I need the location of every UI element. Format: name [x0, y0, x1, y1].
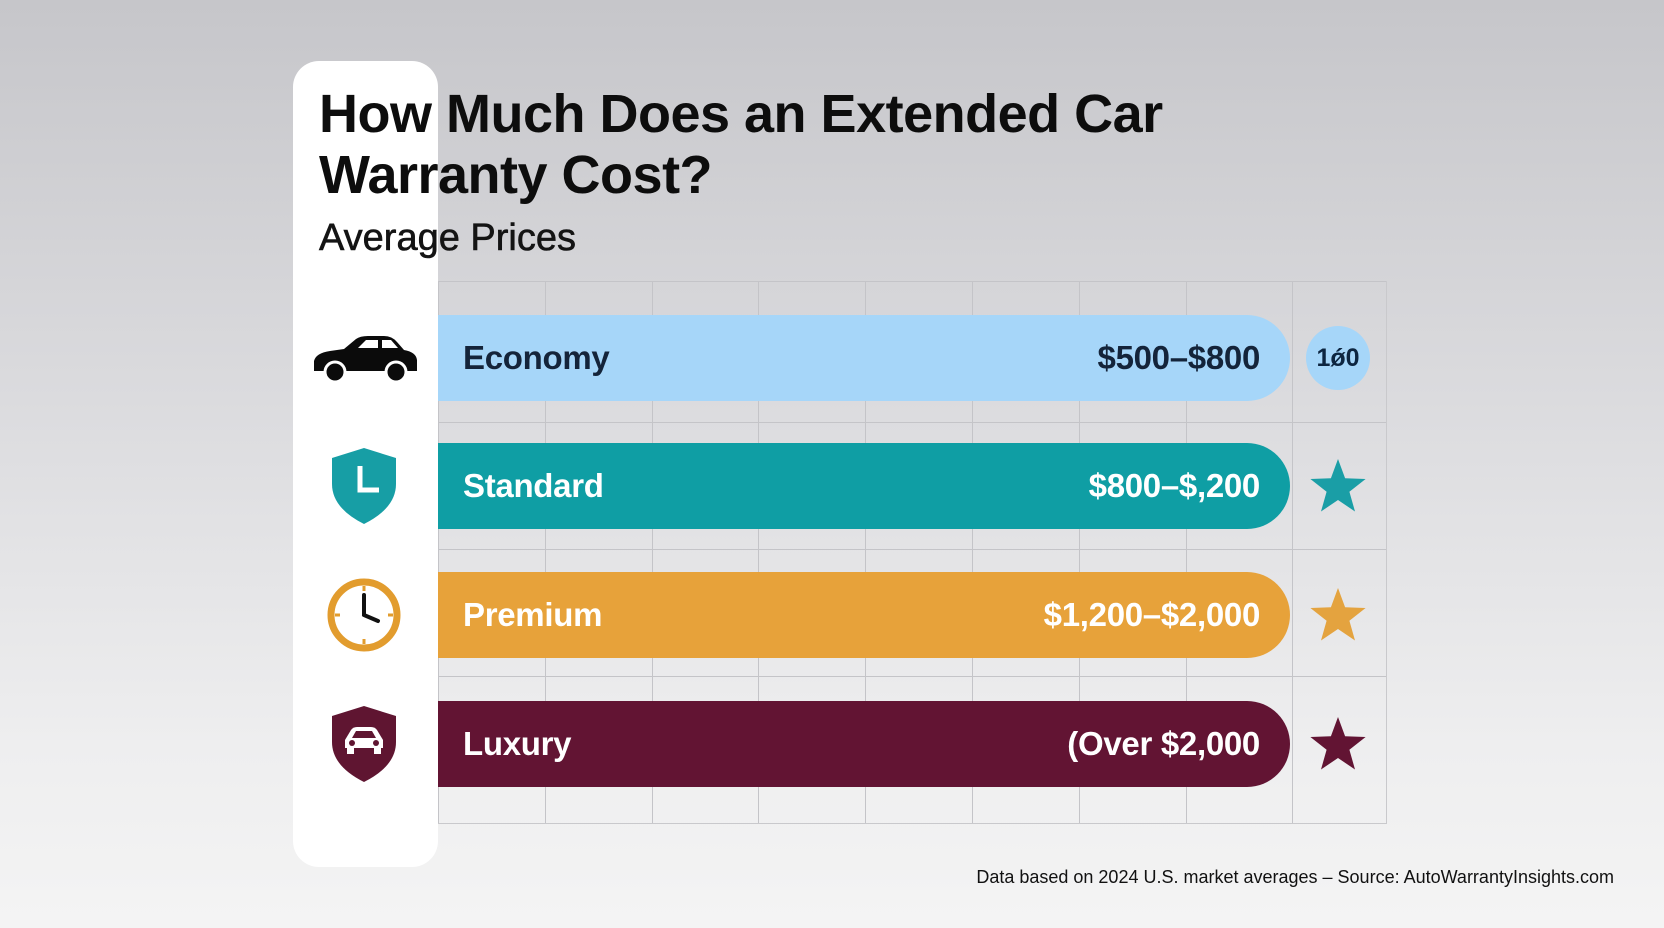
value-label: (Over $2,000 — [1067, 725, 1260, 762]
value-label: $1,200–$2,000 — [1043, 596, 1261, 633]
bar-luxury: Luxury (Over $2,000 — [438, 701, 1290, 787]
bar-premium: Premium $1,200–$2,000 — [438, 572, 1290, 658]
category-label: Economy — [463, 339, 610, 376]
bar-standard: Standard $800–$,200 — [438, 443, 1290, 529]
value-label: $500–$800 — [1097, 339, 1261, 376]
grid-line-vertical — [1079, 281, 1080, 823]
star-icon — [1310, 588, 1366, 641]
title-block: How Much Does an Extended Car Warranty C… — [319, 84, 1319, 260]
value-label: $800–$,200 — [1088, 467, 1261, 504]
chart-grid — [438, 281, 1387, 824]
clock-icon — [303, 570, 425, 660]
star-icon — [1310, 717, 1366, 770]
category-label: Standard — [463, 467, 604, 504]
grid-line-vertical — [545, 281, 546, 823]
shield-clock-icon — [303, 441, 425, 531]
grid-line-horizontal — [438, 676, 1386, 677]
grid-line-vertical — [1292, 281, 1293, 823]
category-label: Luxury — [463, 725, 572, 762]
grid-line-horizontal — [438, 281, 1386, 282]
grid-line-vertical — [652, 281, 653, 823]
grid-line-vertical — [758, 281, 759, 823]
grid-line-vertical — [972, 281, 973, 823]
shield-car-icon — [303, 699, 425, 789]
value-badge: 1ǿ0 — [1306, 326, 1370, 390]
category-label: Premium — [463, 596, 603, 633]
grid-line-horizontal — [438, 549, 1386, 550]
source-footnote: Data based on 2024 U.S. market averages … — [976, 867, 1614, 887]
chart-title: How Much Does an Extended Car Warranty C… — [319, 84, 1163, 205]
car-icon — [303, 313, 425, 403]
star-icon — [1310, 459, 1366, 512]
grid-line-vertical — [1186, 281, 1187, 823]
grid-line-horizontal — [438, 422, 1386, 423]
grid-line-vertical — [438, 281, 439, 823]
bar-economy: Economy $500–$800 — [438, 315, 1290, 401]
chart-subtitle: Average Prices — [319, 217, 577, 260]
grid-line-vertical — [865, 281, 866, 823]
